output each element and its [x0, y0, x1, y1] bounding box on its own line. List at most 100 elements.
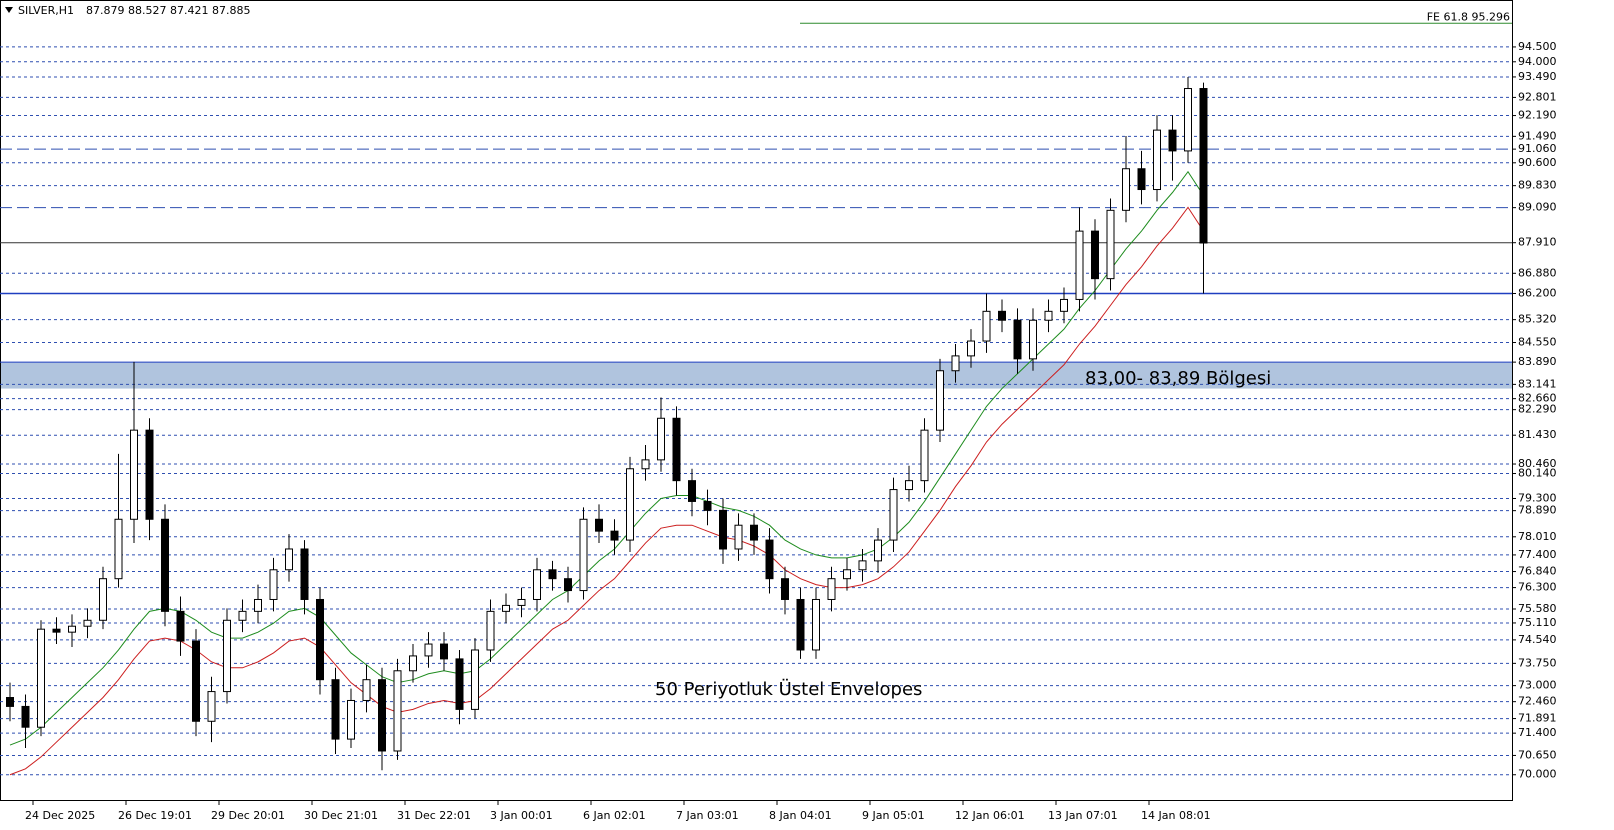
candle-body	[657, 417, 665, 461]
y-tick-label: 91.060	[1518, 142, 1557, 155]
x-tick-label: 8 Jan 04:01	[769, 809, 832, 822]
header-value: 88.527	[128, 4, 167, 17]
candle-body	[1122, 168, 1130, 211]
y-tick-label: 87.910	[1518, 236, 1557, 249]
candle-body	[765, 539, 774, 580]
candle-body	[502, 604, 510, 612]
y-tick-label: 89.830	[1518, 179, 1557, 192]
candle-body	[37, 628, 45, 728]
candle-body	[378, 679, 386, 752]
candle-body	[424, 643, 433, 657]
y-tick-label: 86.880	[1518, 266, 1557, 279]
x-tick-label: 9 Jan 05:01	[862, 809, 925, 822]
candle-body	[1029, 319, 1037, 360]
candle-body	[331, 679, 340, 740]
candle-body	[99, 578, 107, 621]
candle-body	[750, 524, 758, 541]
y-tick-label: 76.840	[1518, 565, 1557, 578]
candle-body	[285, 548, 293, 571]
y-tick-label: 89.090	[1518, 201, 1557, 214]
candle-body	[734, 524, 743, 550]
candle-body	[1091, 230, 1099, 280]
candle-body	[207, 691, 216, 722]
annotation: 83,00- 83,89 Bölgesi	[1085, 368, 1271, 389]
y-tick-label: 86.200	[1518, 287, 1557, 300]
y-tick-label: 73.750	[1518, 656, 1557, 669]
candle-body	[641, 459, 650, 470]
candle-body	[455, 658, 464, 710]
candle-body	[21, 705, 30, 728]
y-tick-label: 71.400	[1518, 726, 1557, 739]
y-tick-label: 74.540	[1518, 633, 1557, 646]
candle-body	[874, 539, 882, 562]
x-tick-label: 14 Jan 08:01	[1141, 809, 1211, 822]
candle-body	[564, 578, 572, 592]
x-tick-label: 31 Dec 22:01	[397, 809, 471, 822]
candle-body	[192, 640, 200, 722]
x-tick-label: 13 Jan 07:01	[1048, 809, 1118, 822]
candle-body	[517, 598, 526, 606]
x-tick-label: 30 Dec 21:01	[304, 809, 378, 822]
candle-body	[595, 518, 603, 532]
candle-body	[1075, 230, 1084, 300]
candle-body	[533, 569, 541, 600]
y-tick-label: 78.010	[1518, 530, 1557, 543]
y-tick-label: 92.190	[1518, 109, 1557, 122]
candle-body	[1184, 88, 1192, 152]
x-tick-label: 3 Jan 00:01	[490, 809, 553, 822]
candle-body	[114, 518, 123, 580]
y-tick-label: 94.000	[1518, 55, 1557, 68]
y-tick-label: 75.110	[1518, 616, 1557, 629]
candle-body	[362, 679, 371, 701]
candle-body	[920, 429, 929, 482]
candle-body	[316, 598, 324, 681]
header-value: 87.879	[86, 4, 125, 17]
annotation: 50 Periyotluk Üstel Envelopes	[655, 678, 922, 700]
candle-body	[269, 569, 278, 600]
x-tick-label: 12 Jan 06:01	[955, 809, 1025, 822]
y-tick-label: 81.430	[1518, 428, 1557, 441]
x-tick-label: 26 Dec 19:01	[118, 809, 192, 822]
candle-body	[688, 480, 696, 502]
candle-body	[1168, 129, 1177, 152]
candle-body	[998, 310, 1006, 321]
y-tick-label: 91.490	[1518, 129, 1557, 142]
y-tick-label: 76.300	[1518, 581, 1557, 594]
candle-body	[1044, 310, 1053, 321]
fe-label: FE 61.8 95.296	[1427, 10, 1510, 23]
y-tick-label: 70.000	[1518, 768, 1557, 781]
candle-body	[176, 610, 185, 642]
candle-body	[440, 643, 448, 660]
candle-body	[703, 500, 712, 511]
candle-body	[889, 489, 898, 541]
candle-body	[471, 649, 479, 710]
y-tick-label: 83.141	[1518, 377, 1557, 390]
y-tick-label: 84.550	[1518, 336, 1557, 349]
y-tick-label: 77.400	[1518, 548, 1557, 561]
candle-body	[1060, 298, 1068, 312]
candle-body	[796, 598, 805, 651]
y-tick-label: 80.460	[1518, 457, 1557, 470]
y-tick-label: 78.890	[1518, 504, 1557, 517]
y-tick-label: 93.490	[1518, 70, 1557, 83]
candle-body	[1137, 168, 1146, 191]
x-tick-label: 24 Dec 2025	[25, 809, 95, 822]
menu-triangle	[5, 7, 13, 13]
y-tick-label: 71.891	[1518, 712, 1557, 725]
y-tick-label: 80.140	[1518, 467, 1557, 480]
candle-body	[812, 598, 820, 651]
y-tick-label: 92.801	[1518, 90, 1557, 103]
chart-title: SILVER,H1	[18, 4, 74, 17]
candle-body	[905, 480, 913, 491]
candle-body	[6, 697, 14, 707]
candle-body	[858, 560, 867, 571]
envelope-line	[9, 170, 1204, 746]
x-tick-label: 6 Jan 02:01	[583, 809, 646, 822]
candle-body	[52, 628, 61, 633]
candle-body	[672, 417, 681, 482]
candle-body	[486, 610, 495, 651]
candle-body	[68, 625, 76, 633]
candle-body	[1013, 319, 1022, 360]
